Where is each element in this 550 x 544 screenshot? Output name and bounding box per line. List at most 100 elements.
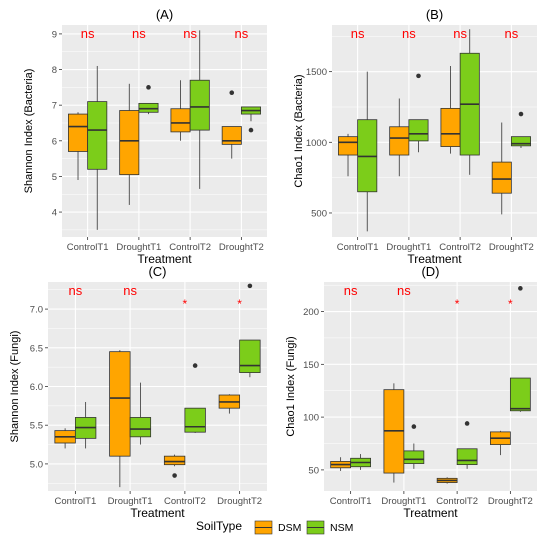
box-body (403, 450, 425, 464)
y-tick-label: 4 (52, 208, 57, 219)
significance-label: * (183, 297, 188, 311)
box-dsm-droughtt2 (221, 90, 242, 159)
box-nsm-droughtt1 (129, 382, 152, 445)
box-nsm-controlt1 (74, 401, 97, 449)
box-dsm-droughtt2 (490, 430, 511, 456)
y-tick-label: 9 (52, 29, 57, 40)
legend-title: SoilType (196, 519, 242, 533)
box-body (129, 417, 152, 438)
box-nsm-droughtt2 (509, 286, 531, 412)
x-axis-title: Treatment (407, 252, 462, 266)
outlier-point (416, 73, 421, 79)
outlier-point (464, 421, 470, 426)
y-tick-label: 150 (303, 360, 319, 371)
outlier-point (518, 111, 524, 117)
y-tick-label: 6.0 (30, 382, 43, 393)
significance-label: * (455, 297, 460, 311)
y-tick-label: 6.5 (30, 343, 43, 354)
box-nsm-controlt2 (184, 363, 206, 433)
box-body (408, 119, 429, 142)
x-tick-label: ControlT2 (164, 496, 206, 507)
box-body (163, 455, 186, 466)
significance-label: * (508, 297, 513, 311)
box-body (440, 107, 461, 147)
chart-panel-b: 500 1000 1500 ControlT1 DroughtT1 ControlT2 Dr… (293, 7, 537, 266)
x-tick-label: ControlT2 (436, 496, 478, 507)
y-tick-label: 100 (303, 413, 319, 424)
significance-label: ns (132, 26, 146, 41)
box-body (491, 161, 512, 194)
x-tick-label: ControlT2 (439, 242, 481, 253)
box-dsm-droughtt1 (109, 350, 131, 488)
legend-label-nsm: NSM (330, 522, 353, 534)
box-body (109, 351, 131, 457)
box-nsm-controlt1 (357, 71, 378, 232)
outlier-point (172, 473, 177, 478)
significance-label: ns (351, 26, 365, 41)
box-body (184, 407, 206, 433)
box-body (509, 377, 531, 412)
box-nsm-controlt2 (456, 421, 478, 469)
box-dsm-controlt2 (163, 454, 186, 478)
panel-title: (D) (421, 264, 439, 279)
box-dsm-controlt2 (440, 65, 461, 154)
box-dsm-controlt1 (54, 428, 76, 449)
box-nsm-droughtt1 (403, 424, 425, 469)
box-nsm-controlt2 (189, 30, 210, 189)
x-tick-label: DroughtT1 (116, 242, 161, 253)
y-tick-label: 8 (52, 65, 57, 76)
box-body (87, 101, 108, 170)
x-tick-label: DroughtT1 (381, 496, 426, 507)
y-tick-label: 7 (52, 101, 57, 112)
panel-title: (C) (148, 264, 166, 279)
outlier-point (248, 127, 254, 133)
y-tick-label: 1000 (306, 138, 327, 149)
chart-panel-c: 5.0 5.5 6.0 6.5 7.0 ControlT1 DroughtT1 Control… (9, 264, 267, 520)
box-nsm-controlt1 (87, 65, 108, 230)
significance-label: ns (505, 26, 519, 41)
x-tick-label: ControlT2 (169, 242, 211, 253)
box-body (456, 448, 478, 466)
box-body (68, 113, 89, 152)
y-tick-label: 5.0 (30, 459, 43, 470)
outlier-point (192, 363, 198, 368)
outlier-point (518, 286, 523, 291)
outlier-point (146, 85, 151, 90)
x-tick-label: ControlT1 (67, 242, 109, 253)
y-tick-label: 6 (52, 136, 57, 147)
box-nsm-droughtt1 (408, 73, 429, 153)
y-axis-title: Chao1 Index (Fungi) (285, 336, 297, 436)
box-nsm-droughtt2 (510, 111, 531, 148)
significance-label: ns (344, 283, 358, 298)
significance-label: ns (123, 283, 137, 298)
significance-label: * (237, 297, 242, 311)
x-tick-label: DroughtT1 (108, 496, 153, 507)
y-tick-label: 5 (52, 172, 57, 183)
y-tick-label: 7.0 (30, 305, 43, 316)
panel-title: (B) (426, 7, 443, 22)
significance-label: ns (402, 26, 416, 41)
box-body (239, 339, 261, 373)
box-nsm-controlt1 (350, 454, 371, 470)
legend: SoilType DSM NSM (196, 519, 353, 535)
x-tick-label: DroughtT2 (219, 242, 264, 253)
box-body (389, 126, 410, 156)
x-tick-label: ControlT1 (330, 496, 372, 507)
x-tick-label: DroughtT2 (489, 242, 534, 253)
box-dsm-droughtt2 (491, 122, 512, 215)
box-dsm-droughtt2 (218, 394, 241, 414)
y-tick-label: 5.5 (30, 421, 43, 432)
box-nsm-droughtt1 (138, 85, 159, 115)
box-dsm-droughtt1 (119, 83, 140, 205)
box-body (221, 126, 242, 145)
y-axis-title: Shannon Index (Bacteria) (23, 69, 35, 194)
outlier-point (229, 90, 235, 95)
x-tick-label: DroughtT1 (386, 242, 431, 253)
x-tick-label: DroughtT2 (217, 496, 262, 507)
box-dsm-controlt1 (68, 112, 89, 180)
box-body (138, 102, 159, 113)
y-tick-label: 1500 (306, 67, 327, 78)
panel-title: (A) (156, 7, 173, 22)
box-body (189, 79, 210, 131)
